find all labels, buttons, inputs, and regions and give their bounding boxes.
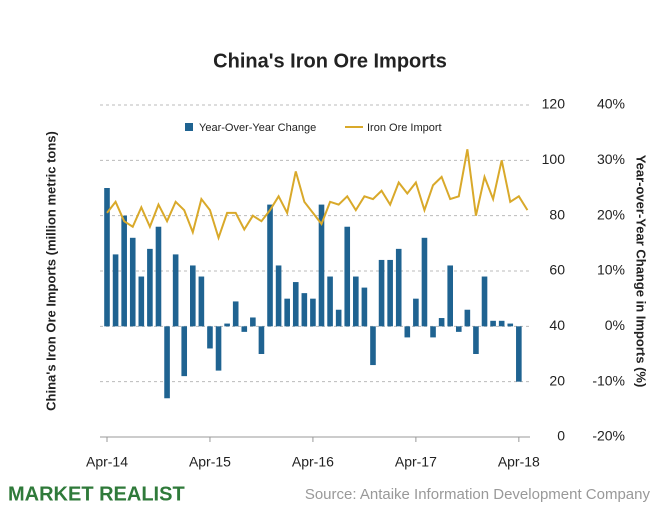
y-tick-label: 120 [542, 96, 566, 112]
y-axis-title: China's Iron Ore Imports (million metric… [43, 131, 58, 411]
bar [395, 248, 402, 327]
bar [310, 298, 316, 327]
bar [404, 326, 411, 338]
y2-tick-label: 40% [597, 96, 625, 112]
y2-tick-label: -20% [592, 428, 625, 444]
legend-label: Year-Over-Year Change [199, 122, 316, 134]
bar [181, 326, 188, 377]
bar [490, 320, 496, 327]
bar [361, 287, 368, 327]
bar [455, 326, 462, 332]
bar [498, 320, 505, 327]
y-tick-label: 20 [549, 372, 565, 388]
bar [275, 265, 282, 327]
y-tick-label: 100 [542, 151, 566, 167]
bar [138, 276, 145, 327]
bar [438, 318, 445, 327]
bar [172, 254, 179, 327]
bar [507, 323, 514, 327]
bar [421, 237, 428, 327]
line [106, 149, 529, 242]
bar [198, 276, 205, 327]
bar [129, 237, 136, 327]
bar [215, 326, 222, 371]
bar [104, 188, 110, 327]
bar [250, 317, 256, 327]
bar [155, 226, 162, 327]
x-tick-label: Apr-14 [86, 454, 128, 470]
bar [335, 309, 342, 327]
source: Source: Antaike Information Development … [305, 486, 651, 503]
bar [481, 276, 488, 327]
y-tick-label: 40 [549, 317, 565, 333]
bar [447, 265, 453, 327]
bar [430, 326, 436, 338]
bar [327, 276, 333, 327]
bar [464, 309, 471, 327]
bar [292, 282, 299, 327]
bar [353, 276, 359, 327]
y-tick-label: 80 [549, 206, 565, 222]
bar [378, 259, 385, 327]
y2-tick-label: 30% [597, 151, 625, 167]
bar [258, 326, 265, 354]
bar [318, 204, 325, 327]
chart-title: China's Iron Ore Imports [213, 50, 447, 72]
y2-tick-label: 0% [605, 317, 625, 333]
legend-swatch [185, 123, 193, 131]
bar [207, 326, 213, 349]
bar [473, 326, 479, 354]
bar [241, 326, 248, 332]
bar [370, 326, 376, 366]
y2-axis-title: Year-over-Year Change in Imports (%) [634, 155, 649, 388]
bar [232, 301, 239, 327]
y-tick-label: 60 [549, 262, 565, 278]
bar [413, 298, 419, 327]
x-tick-label: Apr-17 [395, 454, 437, 470]
x-tick-label: Apr-18 [498, 454, 540, 470]
bar [301, 293, 308, 327]
bar [147, 248, 153, 327]
brand: MARKET REALIST [8, 483, 185, 505]
bar [267, 204, 273, 327]
bar [121, 215, 127, 327]
y-tick-label: 0 [557, 428, 565, 444]
bar [516, 326, 522, 382]
bar [344, 226, 351, 327]
bar [190, 265, 196, 327]
bar [387, 259, 393, 327]
y2-tick-label: -10% [592, 372, 625, 388]
bar [112, 254, 119, 327]
y2-tick-label: 10% [597, 262, 625, 278]
bar [224, 323, 230, 327]
bar [164, 326, 170, 399]
bar [284, 298, 290, 327]
x-tick-label: Apr-15 [189, 454, 231, 470]
y2-tick-label: 20% [597, 206, 625, 222]
legend-label: Iron Ore Import [367, 122, 442, 134]
x-tick-label: Apr-16 [292, 454, 334, 470]
